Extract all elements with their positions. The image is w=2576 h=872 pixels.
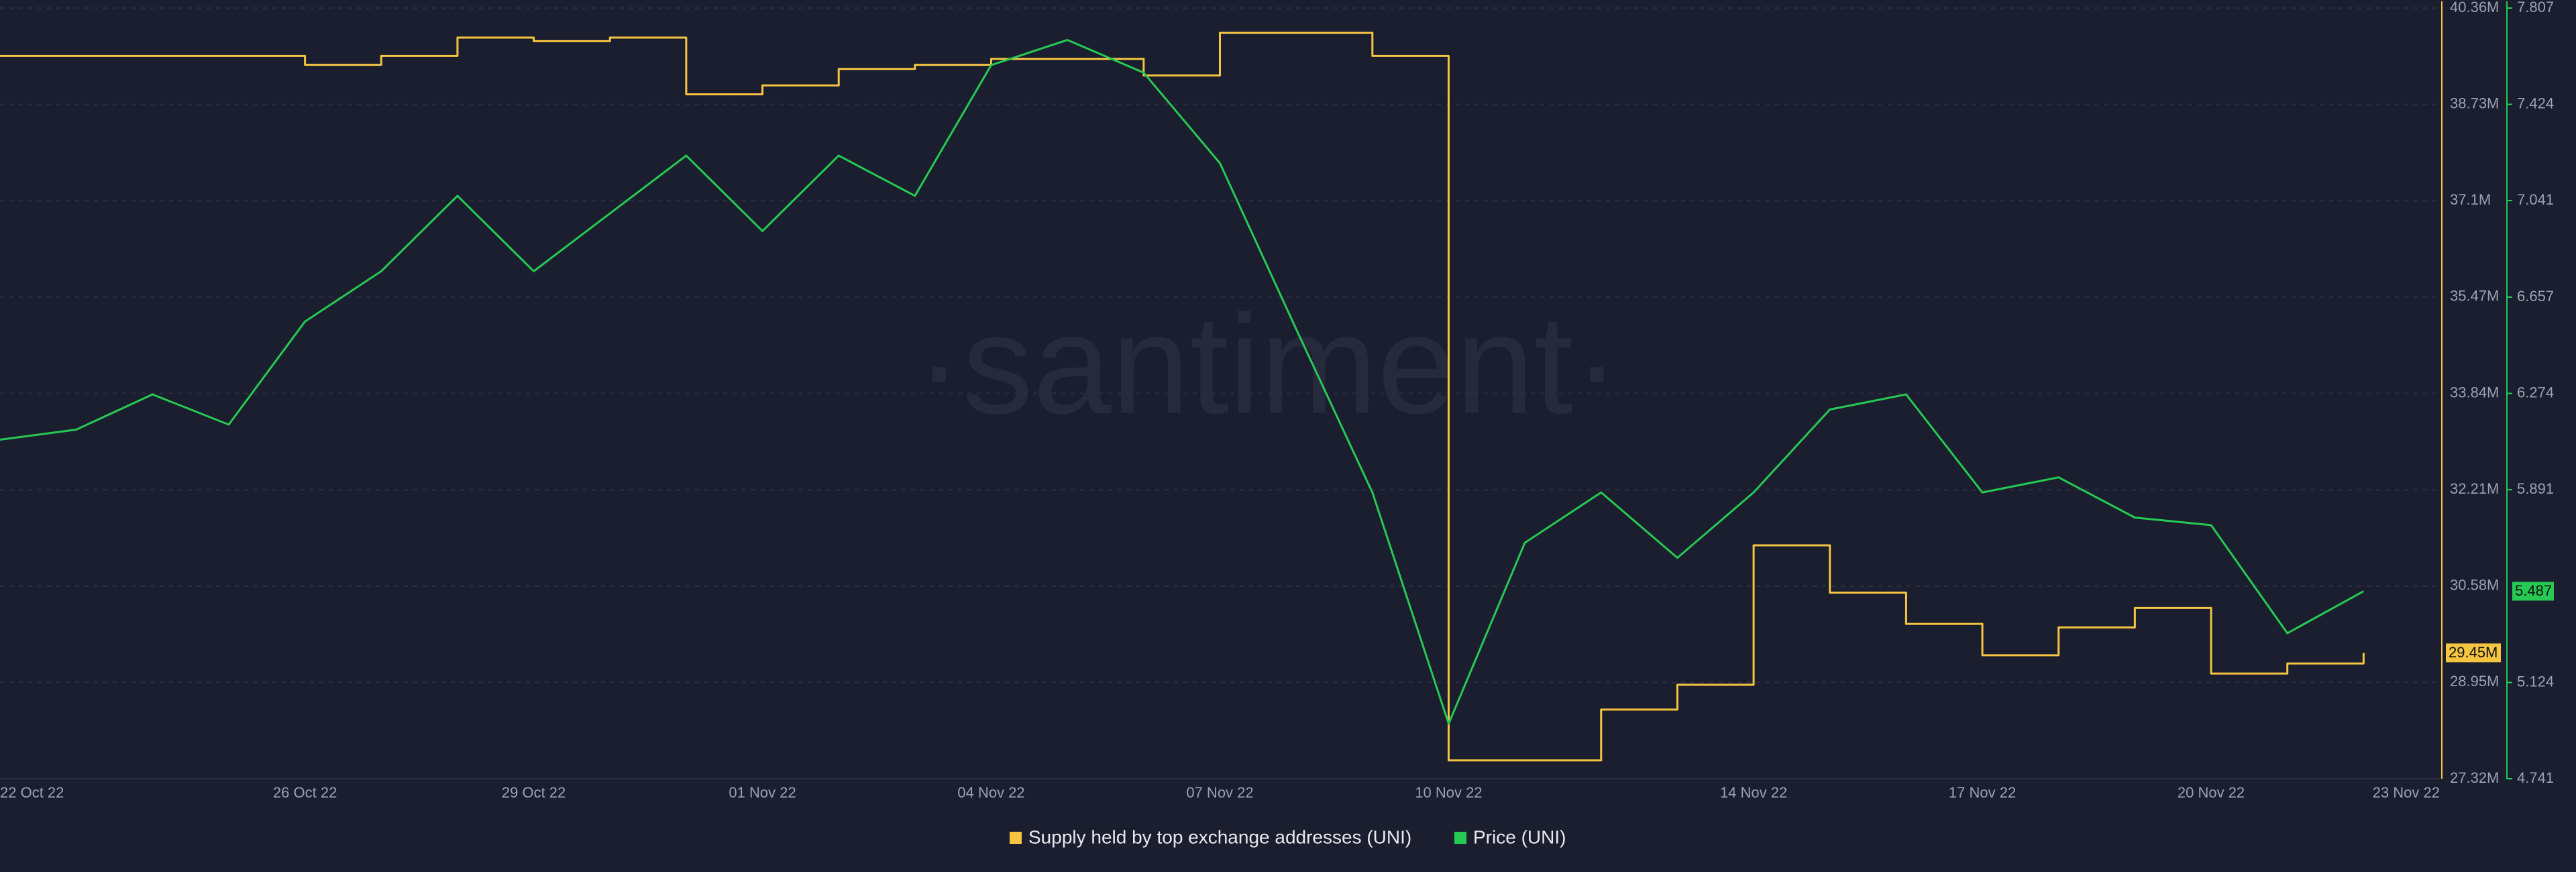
legend-label: Supply held by top exchange addresses (U… bbox=[1028, 826, 1411, 847]
y2-tick-label: 7.041 bbox=[2517, 191, 2554, 208]
series-line bbox=[0, 32, 2365, 762]
watermark: ·santiment· bbox=[916, 285, 1620, 443]
y-tick-label: 35.47M bbox=[2450, 288, 2499, 305]
x-tick-label: 20 Nov 22 bbox=[2178, 784, 2245, 801]
y2-tick-label: 6.657 bbox=[2517, 288, 2554, 305]
y-tick-label: 27.32M bbox=[2450, 769, 2499, 786]
x-tick-label: 10 Nov 22 bbox=[1415, 784, 1482, 801]
x-tick-label: 29 Oct 22 bbox=[502, 784, 566, 801]
y2-tick-label: 5.891 bbox=[2517, 480, 2554, 497]
y2-tick-label: 7.807 bbox=[2517, 0, 2554, 15]
y2-tick-label: 4.741 bbox=[2517, 769, 2554, 786]
x-tick-label: 22 Oct 22 bbox=[0, 784, 64, 801]
y2-tick-label: 7.424 bbox=[2517, 95, 2554, 111]
x-tick-label: 07 Nov 22 bbox=[1186, 784, 1253, 801]
last-value-badge bbox=[2512, 582, 2554, 601]
last-value-label: 29.45M bbox=[2449, 644, 2498, 661]
y-tick-label: 30.58M bbox=[2450, 577, 2499, 594]
last-value-label: 5.487 bbox=[2515, 582, 2552, 599]
y-tick-label: 33.84M bbox=[2450, 384, 2499, 400]
legend-swatch bbox=[1454, 832, 1466, 844]
x-tick-label: 23 Nov 22 bbox=[2373, 784, 2440, 801]
x-tick-label: 14 Nov 22 bbox=[1720, 784, 1787, 801]
y2-tick-label: 5.124 bbox=[2517, 673, 2554, 690]
x-tick-label: 04 Nov 22 bbox=[957, 784, 1024, 801]
y-tick-label: 28.95M bbox=[2450, 673, 2499, 690]
y-tick-label: 32.21M bbox=[2450, 480, 2499, 497]
last-value-badge bbox=[2446, 643, 2501, 663]
y2-tick-label: 6.274 bbox=[2517, 384, 2554, 400]
y-tick-label: 37.1M bbox=[2450, 191, 2491, 208]
legend-swatch bbox=[1010, 832, 1022, 844]
legend-label: Price (UNI) bbox=[1473, 826, 1566, 847]
x-tick-label: 26 Oct 22 bbox=[273, 784, 337, 801]
x-tick-label: 17 Nov 22 bbox=[1949, 784, 2016, 801]
y-tick-label: 40.36M bbox=[2450, 0, 2499, 15]
x-tick-label: 01 Nov 22 bbox=[729, 784, 796, 801]
y-tick-label: 38.73M bbox=[2450, 95, 2499, 111]
series-line bbox=[0, 39, 2365, 725]
